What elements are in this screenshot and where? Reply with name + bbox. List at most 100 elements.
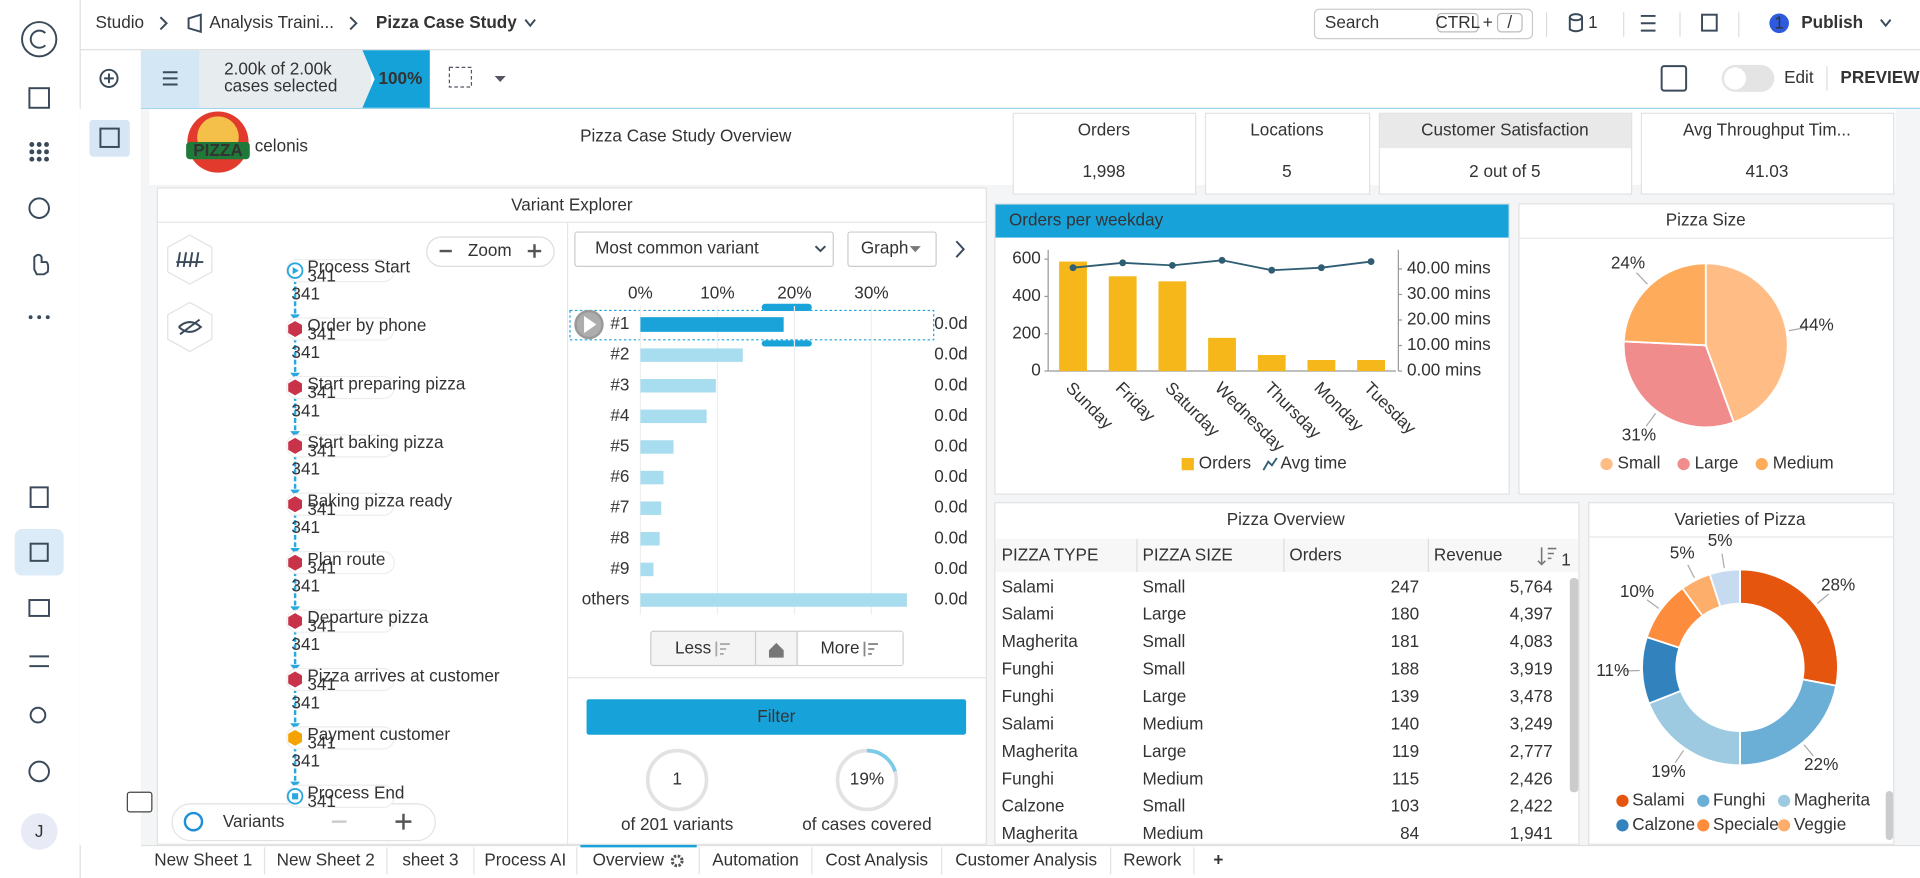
tab[interactable]: Rework xyxy=(1123,849,1181,869)
select-tool[interactable] xyxy=(448,66,473,88)
table-scrollbar[interactable] xyxy=(1569,577,1579,793)
table-cell: Magherita xyxy=(1002,741,1079,761)
activity-box[interactable] xyxy=(285,492,395,516)
tab[interactable]: Customer Analysis xyxy=(955,849,1097,869)
tab[interactable]: New Sheet 2 xyxy=(277,849,375,869)
slider-handle[interactable] xyxy=(761,340,812,347)
edge-count: 341 xyxy=(291,751,320,771)
slider-handle[interactable] xyxy=(761,303,812,312)
publish-caret[interactable] xyxy=(1880,19,1892,28)
icon-apps[interactable] xyxy=(29,142,49,162)
breadcrumb[interactable]: Pizza Case Study xyxy=(376,12,517,32)
tab[interactable]: Overview xyxy=(593,849,665,869)
activity-name: Start baking pizza xyxy=(307,432,444,452)
variant-select[interactable] xyxy=(574,231,834,267)
legend-label: Veggie xyxy=(1794,814,1846,834)
icon-gift[interactable] xyxy=(28,599,50,617)
activity-box[interactable] xyxy=(285,259,395,283)
icon-compass[interactable] xyxy=(28,197,50,219)
activity-box[interactable] xyxy=(285,317,395,341)
flow-arrow xyxy=(290,781,300,788)
activity-count: 341 xyxy=(307,324,336,344)
icon-list[interactable] xyxy=(1640,14,1656,32)
variants-plus[interactable] xyxy=(395,813,412,830)
icon-package[interactable] xyxy=(1701,13,1718,32)
activity-box[interactable] xyxy=(285,726,395,750)
legend-scrollbar[interactable] xyxy=(1885,791,1894,841)
icon-help[interactable] xyxy=(28,760,50,783)
sort-icon[interactable] xyxy=(1537,547,1557,566)
slice[interactable] xyxy=(1622,340,1735,429)
variant-bar[interactable] xyxy=(640,440,674,454)
activity-box[interactable] xyxy=(285,375,395,400)
publish-button[interactable]: Publish xyxy=(1801,12,1863,32)
tab[interactable]: sheet 3 xyxy=(402,849,458,869)
tab-settings[interactable] xyxy=(670,854,684,868)
dropdown-caret[interactable] xyxy=(524,19,536,28)
icon-studio[interactable] xyxy=(29,542,49,562)
icon-search[interactable] xyxy=(29,706,47,724)
variant-bar[interactable] xyxy=(640,379,716,393)
flow-arrow xyxy=(290,606,300,613)
less-button[interactable]: Less xyxy=(675,638,711,658)
icon-data[interactable] xyxy=(29,486,49,508)
select-caret[interactable] xyxy=(494,75,506,83)
zoom-in[interactable] xyxy=(527,244,542,258)
variant-bar[interactable] xyxy=(640,501,662,515)
breadcrumb[interactable]: Analysis Traini... xyxy=(209,12,334,32)
activity-box[interactable] xyxy=(285,609,395,633)
tab[interactable]: Process AI xyxy=(484,849,566,869)
variant-bar[interactable] xyxy=(640,470,664,485)
avatar[interactable] xyxy=(20,813,58,850)
percent-badge xyxy=(362,50,430,108)
menu-icon xyxy=(162,71,178,86)
icon-more[interactable] xyxy=(28,315,50,320)
collapse-button[interactable] xyxy=(126,791,153,813)
slice[interactable] xyxy=(1704,262,1789,424)
icon-scan[interactable] xyxy=(28,87,50,109)
tool-button[interactable] xyxy=(167,234,213,285)
column-header[interactable]: PIZZA SIZE xyxy=(1142,544,1232,564)
variant-bar[interactable] xyxy=(640,532,660,546)
activity-box[interactable] xyxy=(285,551,395,575)
add-button[interactable] xyxy=(99,68,119,88)
tab[interactable]: New Sheet 1 xyxy=(154,849,252,869)
add-tab[interactable]: + xyxy=(1213,849,1223,869)
column-header[interactable]: Orders xyxy=(1289,544,1341,564)
next-arrow[interactable] xyxy=(955,240,966,258)
icon-hand[interactable] xyxy=(33,253,50,276)
variant-bar[interactable] xyxy=(640,562,654,577)
icon-settings[interactable] xyxy=(29,655,49,668)
view-select[interactable] xyxy=(847,231,937,267)
more-button[interactable]: More xyxy=(820,638,859,658)
tab[interactable]: Automation xyxy=(712,849,799,869)
icon-db[interactable] xyxy=(1568,13,1584,22)
logo-mark xyxy=(29,29,46,49)
activity-box[interactable] xyxy=(285,667,395,692)
variant-bar[interactable] xyxy=(640,409,707,424)
variant-bar[interactable] xyxy=(640,317,784,332)
slice[interactable] xyxy=(1708,568,1741,608)
home-button[interactable] xyxy=(768,642,784,658)
preview-button[interactable]: PREVIEW xyxy=(1840,67,1920,87)
variants-button[interactable]: Variants xyxy=(223,811,285,831)
leader xyxy=(1646,599,1660,609)
activity-node xyxy=(288,379,302,396)
variant-bar[interactable] xyxy=(640,348,743,362)
column-header[interactable]: PIZZA TYPE xyxy=(1002,544,1099,564)
tab[interactable]: Cost Analysis xyxy=(825,849,928,869)
logo-badge: PIZZA xyxy=(193,140,242,160)
activity-box[interactable] xyxy=(285,784,395,808)
view-toggle[interactable] xyxy=(89,120,130,157)
filter-button[interactable] xyxy=(586,699,967,735)
slice[interactable] xyxy=(1622,262,1707,347)
breadcrumb[interactable]: Studio xyxy=(96,12,145,32)
variant-label: #6 xyxy=(610,466,629,486)
column-header[interactable]: Revenue xyxy=(1434,544,1503,564)
history-icon[interactable] xyxy=(1660,65,1688,92)
activity-box[interactable] xyxy=(285,434,395,458)
key xyxy=(1496,12,1523,33)
variant-bar[interactable] xyxy=(640,593,907,607)
logo-icon[interactable] xyxy=(21,21,58,58)
table-cell: 2,777 xyxy=(1510,741,1553,761)
